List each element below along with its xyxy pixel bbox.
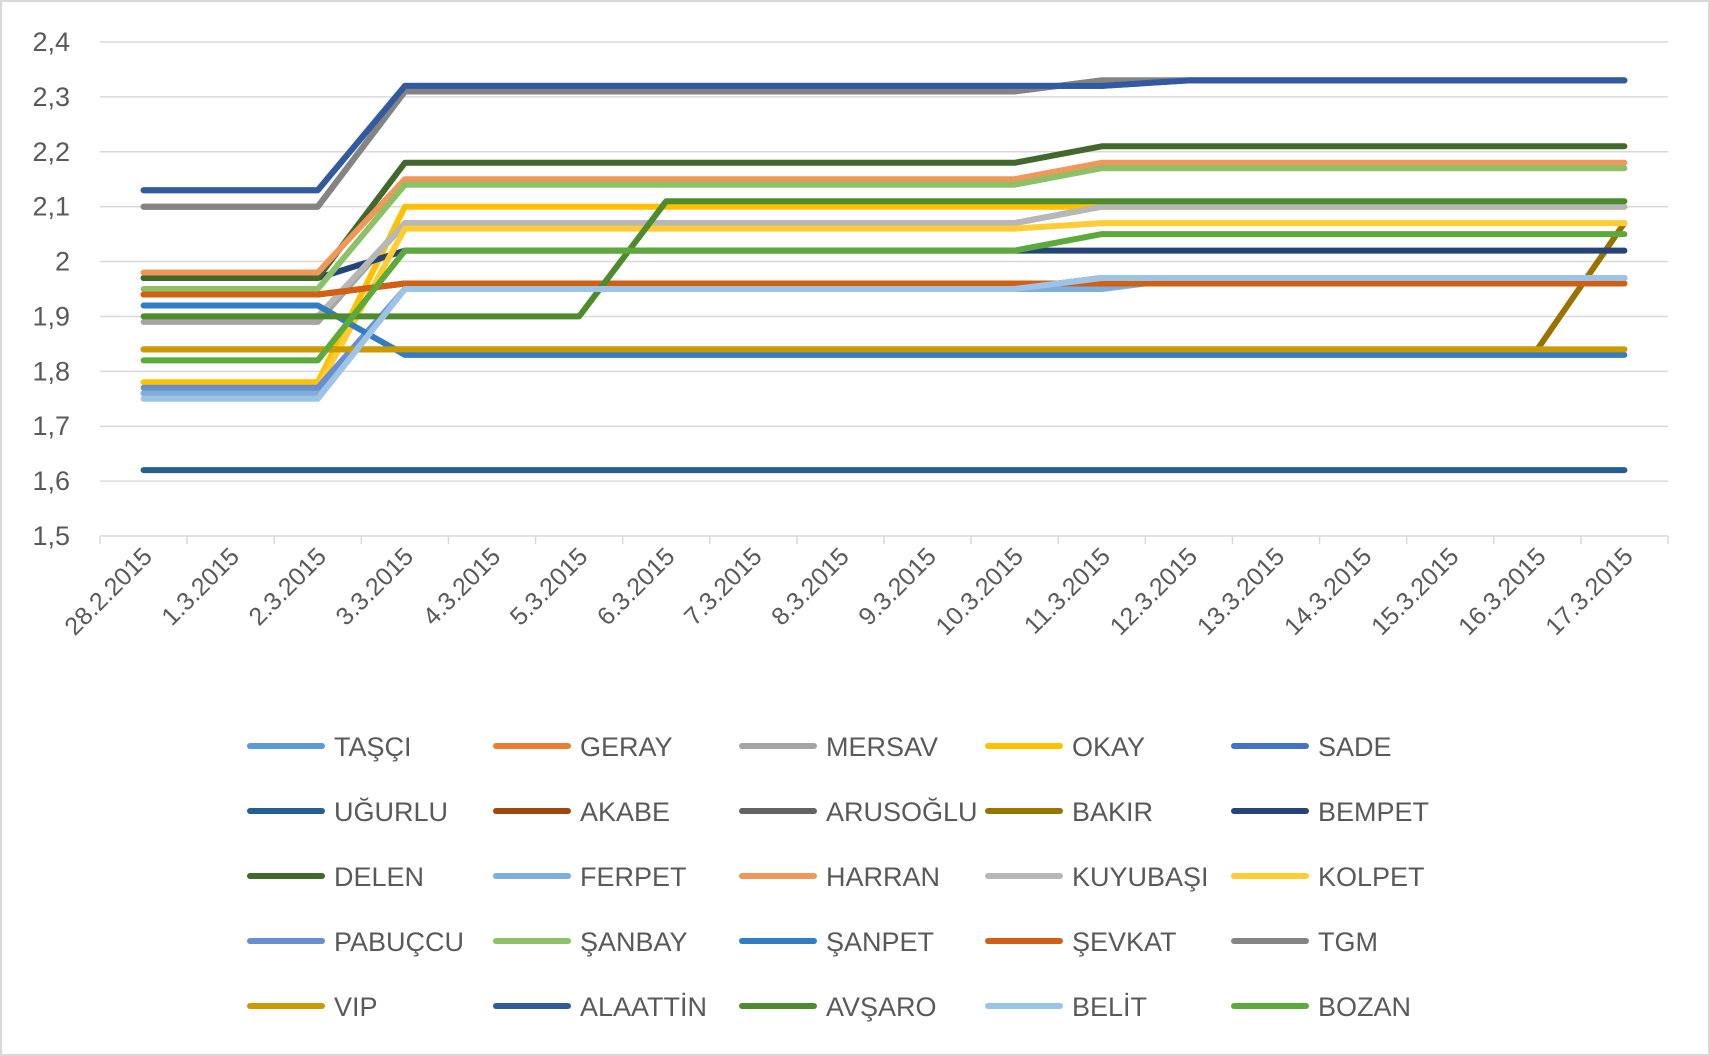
legend-label: GERAY xyxy=(580,732,673,762)
x-tick-label: 3.3.2015 xyxy=(331,542,420,631)
series-line xyxy=(140,198,1628,320)
series-lines xyxy=(140,77,1628,474)
legend-label: BAKIR xyxy=(1072,797,1153,827)
legend-entry: ŞANBAY xyxy=(493,927,688,957)
x-tick-label: 4.3.2015 xyxy=(418,542,507,631)
legend-label: PABUÇCU xyxy=(334,927,464,957)
x-axis-ticks: 28.2.20151.3.20152.3.20153.3.20154.3.201… xyxy=(59,542,1638,640)
legend-label: BEMPET xyxy=(1318,797,1429,827)
x-tick-label: 13.3.2015 xyxy=(1192,542,1290,640)
legend-label: FERPET xyxy=(580,862,687,892)
legend-entry: PABUÇCU xyxy=(247,927,464,957)
x-tick-label: 14.3.2015 xyxy=(1279,542,1377,640)
legend-label: ALAATTİN xyxy=(580,991,707,1022)
x-tick-label: 1.3.2015 xyxy=(156,542,245,631)
x-tick-label: 17.3.2015 xyxy=(1540,542,1638,640)
legend-entry: SADE xyxy=(1231,732,1392,762)
legend-label: TGM xyxy=(1318,927,1378,957)
series-line xyxy=(140,203,1628,320)
legend-entry: MERSAV xyxy=(739,732,938,762)
y-tick-label: 2,1 xyxy=(32,192,70,222)
legend-label: KOLPET xyxy=(1318,862,1425,892)
legend-label: DELEN xyxy=(334,862,424,892)
legend-entry: DELEN xyxy=(247,862,424,892)
y-tick-label: 1,7 xyxy=(32,411,70,441)
legend-label: UĞURLU xyxy=(334,796,448,827)
legend-entry: GERAY xyxy=(493,732,673,762)
y-tick-label: 1,5 xyxy=(32,521,70,551)
legend-entry: TAŞÇI xyxy=(247,732,412,762)
legend-entry: BELİT xyxy=(985,991,1147,1022)
legend-label: ARUSOĞLU xyxy=(826,796,978,827)
x-tick-label: 9.3.2015 xyxy=(853,542,942,631)
legend-label: ŞANBAY xyxy=(580,927,688,957)
y-tick-label: 1,9 xyxy=(32,301,70,331)
legend-entry: OKAY xyxy=(985,732,1145,762)
gridlines xyxy=(100,41,1668,482)
x-tick-label: 12.3.2015 xyxy=(1105,542,1203,640)
legend-entry: VIP xyxy=(247,992,378,1022)
legend-entry: BOZAN xyxy=(1231,992,1411,1022)
legend-label: VIP xyxy=(334,992,378,1022)
legend-entry: TGM xyxy=(1231,927,1378,957)
x-tick-label: 7.3.2015 xyxy=(679,542,768,631)
legend-entry: BEMPET xyxy=(1231,797,1429,827)
y-tick-label: 2,4 xyxy=(32,27,70,57)
legend-label: BOZAN xyxy=(1318,992,1411,1022)
y-tick-label: 1,6 xyxy=(32,466,70,496)
axes xyxy=(99,535,1669,544)
legend-label: MERSAV xyxy=(826,732,938,762)
x-tick-label: 11.3.2015 xyxy=(1019,542,1116,639)
legend-entry: UĞURLU xyxy=(247,796,448,827)
legend-entry: HARRAN xyxy=(739,862,940,892)
x-tick-label: 16.3.2015 xyxy=(1453,542,1551,640)
legend-entry: FERPET xyxy=(493,862,687,892)
series-line xyxy=(140,165,1628,292)
legend-entry: BAKIR xyxy=(985,797,1153,827)
legend-entry: AVŞARO xyxy=(739,992,937,1022)
legend-label: TAŞÇI xyxy=(334,732,412,762)
legend-label: AKABE xyxy=(580,797,670,827)
series-line xyxy=(140,231,1628,364)
legend-label: BELİT xyxy=(1072,991,1147,1022)
legend-entry: AKABE xyxy=(493,797,670,827)
legend-label: AVŞARO xyxy=(826,992,937,1022)
series-line xyxy=(140,77,1628,194)
x-tick-label: 10.3.2015 xyxy=(930,542,1028,640)
x-tick-label: 15.3.2015 xyxy=(1366,542,1464,640)
legend-entry: KOLPET xyxy=(1231,862,1425,892)
legend-label: SADE xyxy=(1318,732,1392,762)
y-tick-label: 2,3 xyxy=(32,82,70,112)
series-line xyxy=(140,280,1628,298)
legend-entry: ŞEVKAT xyxy=(985,927,1177,957)
series-line xyxy=(140,159,1628,276)
legend-label: ŞANPET xyxy=(826,927,934,957)
y-tick-label: 2,2 xyxy=(32,137,70,167)
y-tick-label: 2 xyxy=(55,247,70,277)
legend-entry: KUYUBAŞI xyxy=(985,862,1209,892)
legend-label: KUYUBAŞI xyxy=(1072,862,1209,892)
x-tick-label: 8.3.2015 xyxy=(766,542,855,631)
legend-label: OKAY xyxy=(1072,732,1145,762)
legend: TAŞÇI GERAY MERSAV OKAY SADE UĞURLU AKABE ARUSO… xyxy=(247,732,1429,1022)
y-tick-label: 1,8 xyxy=(32,356,70,386)
legend-entry: ARUSOĞLU xyxy=(739,796,978,827)
y-axis-ticks: 1,5 1,6 1,7 1,8 1,9 2 2,1 2,2 2,3 2,4 xyxy=(32,27,70,551)
x-tick-label: 5.3.2015 xyxy=(505,542,594,631)
legend-label: ŞEVKAT xyxy=(1072,927,1177,957)
x-tick-label: 28.2.2015 xyxy=(59,542,157,640)
series-line xyxy=(140,220,1628,391)
series-line xyxy=(140,143,1628,281)
x-tick-label: 6.3.2015 xyxy=(592,542,681,631)
legend-entry: ŞANPET xyxy=(739,927,934,957)
legend-label: HARRAN xyxy=(826,862,940,892)
x-tick-label: 2.3.2015 xyxy=(243,542,332,631)
legend-entry: ALAATTİN xyxy=(493,991,707,1022)
series-line xyxy=(140,275,1628,402)
